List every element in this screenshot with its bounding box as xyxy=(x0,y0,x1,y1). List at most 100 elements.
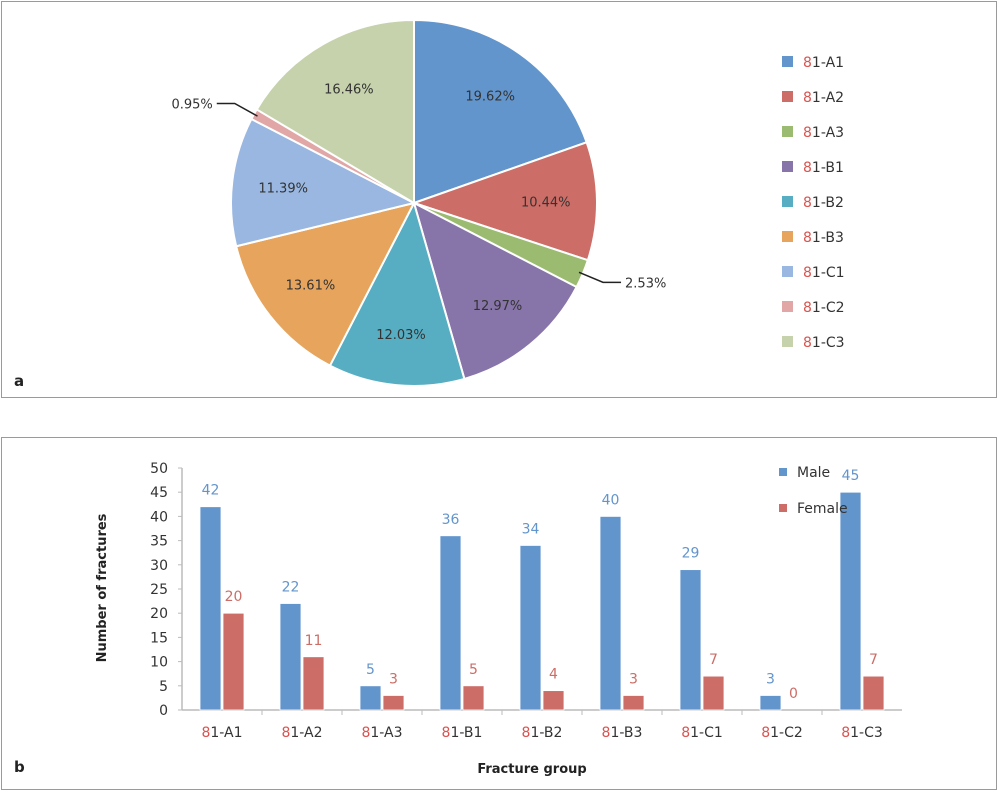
bar-male-81-A3 xyxy=(359,685,382,711)
pie-slice-81-B3 xyxy=(234,201,416,367)
panel-label-b: b xyxy=(14,758,25,776)
bar-male-81-C1 xyxy=(679,569,702,711)
data-label-male: 3 xyxy=(766,671,775,687)
bar-female-81-B2 xyxy=(542,690,565,711)
data-label-female: 5 xyxy=(469,662,478,678)
bar-male-81-A2 xyxy=(279,603,302,711)
data-label-male: 29 xyxy=(682,546,700,562)
bar-female-81-B3 xyxy=(622,695,645,711)
data-label: 19.62% xyxy=(465,89,515,104)
legend-item-81-B3: 81-B3 xyxy=(803,230,844,246)
y-tick-label: 25 xyxy=(150,582,168,598)
pie-chart-panel: 19.62% 10.44% 2.53% 12.97% 12.03% 13.61% 11.39… xyxy=(1,1,997,398)
legend-item-81-C3: 81-C3 xyxy=(803,335,845,351)
legend-item-81-A2: 81-A2 xyxy=(803,90,844,106)
data-label-female: 20 xyxy=(225,589,243,605)
data-label-female: 4 xyxy=(549,667,558,683)
bar-male-81-B2 xyxy=(519,545,542,711)
data-label-male: 22 xyxy=(282,580,300,596)
legend-item-female: Female xyxy=(797,501,848,517)
y-tick-label: 10 xyxy=(150,655,168,671)
x-tick-label-81-A1: 81-A1 xyxy=(201,725,242,741)
data-label-male: 34 xyxy=(522,521,540,537)
pie-chart: 19.62% 10.44% 2.53% 12.97% 12.03% 13.61% 11.39… xyxy=(171,18,845,387)
x-tick-label-81-B2: 81-B2 xyxy=(522,725,563,741)
data-label-female: 3 xyxy=(629,671,638,687)
y-tick-label: 35 xyxy=(150,534,168,550)
x-tick-label-81-B1: 81-B1 xyxy=(442,725,483,741)
panel-label-a: a xyxy=(14,372,25,390)
y-tick-label: 0 xyxy=(159,703,168,719)
legend-item-81-B2: 81-B2 xyxy=(803,195,844,211)
x-tick-label-81-C1: 81-C1 xyxy=(681,725,723,741)
legend-swatch xyxy=(782,336,793,347)
y-tick-label: 5 xyxy=(159,679,168,695)
leader-line xyxy=(578,271,622,284)
y-tick-label: 50 xyxy=(150,461,168,477)
pie-slice-81-B2 xyxy=(328,200,466,387)
pie-slice-81-A2 xyxy=(410,141,598,262)
legend-item-81-C2: 81-C2 xyxy=(803,300,845,316)
data-label-male: 5 xyxy=(366,662,375,678)
x-tick-label-81-A2: 81-A2 xyxy=(281,725,322,741)
data-label: 16.46% xyxy=(324,82,374,97)
data-label: 11.39% xyxy=(258,181,308,196)
data-label-female: 11 xyxy=(305,633,323,649)
bar-chart: 05101520253035404550422081-A1221181-A253… xyxy=(95,461,902,777)
data-label-female: 7 xyxy=(869,652,878,668)
y-tick-label: 40 xyxy=(150,509,168,525)
bar-female-81-A1 xyxy=(222,612,245,711)
data-label: 12.03% xyxy=(376,328,426,343)
y-tick-label: 20 xyxy=(150,606,168,622)
pie-slice-81-B1 xyxy=(412,201,578,381)
legend-swatch xyxy=(782,301,793,312)
bar-male-81-C2 xyxy=(759,695,782,711)
bar-female-81-C3 xyxy=(862,675,885,711)
legend-swatch xyxy=(779,468,787,476)
bar-female-81-C1 xyxy=(702,675,725,711)
bar-female-81-A3 xyxy=(382,695,405,711)
data-label-female: 0 xyxy=(789,686,798,702)
legend-item-81-A3: 81-A3 xyxy=(803,125,844,141)
data-label: 2.53% xyxy=(625,276,666,291)
legend-item-81-B1: 81-B1 xyxy=(803,160,844,176)
pie-slice-81-C3 xyxy=(255,18,415,205)
data-label: 10.44% xyxy=(521,196,571,211)
bar-chart-panel: 0 5 10 15 20 25 30 35 40 45 50 42 20 81-A1 22 11 81-A2 5 3… xyxy=(1,437,997,790)
y-axis-title: Number of fractures xyxy=(95,513,110,662)
data-label: 0.95% xyxy=(171,98,212,113)
bar-female-81-A2 xyxy=(302,656,325,711)
bar-male-81-C3 xyxy=(839,491,862,711)
legend-swatch xyxy=(782,91,793,102)
data-label-female: 7 xyxy=(709,652,718,668)
legend-swatch xyxy=(779,504,787,512)
bar-male-81-B1 xyxy=(439,535,462,711)
legend-swatch xyxy=(782,231,793,242)
legend-swatch xyxy=(782,56,793,67)
x-tick-label-81-C3: 81-C3 xyxy=(841,725,883,741)
x-tick-label-81-B3: 81-B3 xyxy=(602,725,643,741)
y-tick-label: 45 xyxy=(150,485,168,501)
x-tick-label-81-A3: 81-A3 xyxy=(361,725,402,741)
data-label-male: 42 xyxy=(202,483,220,499)
legend-item-81-C1: 81-C1 xyxy=(803,265,845,281)
legend-swatch xyxy=(782,161,793,172)
legend-swatch xyxy=(782,126,793,137)
leader-line xyxy=(216,102,258,117)
bar-male-81-A1 xyxy=(199,506,222,711)
data-label-female: 3 xyxy=(389,671,398,687)
y-tick-label: 15 xyxy=(150,630,168,646)
data-label: 12.97% xyxy=(473,299,523,314)
y-tick-label: 30 xyxy=(150,558,168,574)
bar-male-81-B3 xyxy=(599,516,622,711)
x-axis-title: Fracture group xyxy=(477,762,586,777)
legend-item-81-A1: 81-A1 xyxy=(803,55,844,71)
pie-slice-81-C1 xyxy=(230,117,417,248)
data-label: 13.61% xyxy=(286,278,336,293)
data-label-male: 45 xyxy=(842,468,860,484)
legend-swatch xyxy=(782,196,793,207)
legend-swatch xyxy=(782,266,793,277)
data-label-male: 40 xyxy=(602,492,620,508)
x-tick-label-81-C2: 81-C2 xyxy=(761,725,803,741)
legend-item-male: Male xyxy=(797,465,830,481)
